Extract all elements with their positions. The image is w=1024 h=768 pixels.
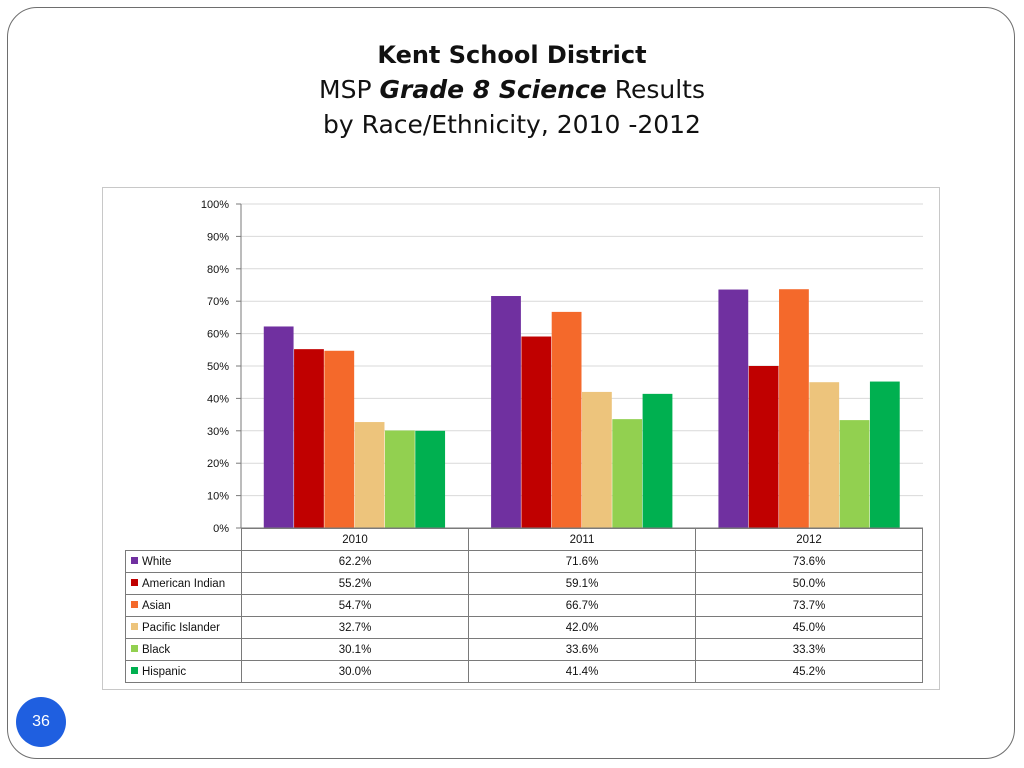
table-row: Pacific Islander 32.7% 42.0% 45.0% xyxy=(125,616,923,639)
table-row: White 62.2% 71.6% 73.6% xyxy=(125,550,923,573)
y-tick-label: 40% xyxy=(207,393,229,405)
bar-hispanic-2010 xyxy=(415,430,446,528)
bar-asian-2010 xyxy=(324,350,355,528)
bar-hispanic-2011 xyxy=(642,393,673,528)
data-label: 33.3% xyxy=(695,638,923,661)
data-label: 50.0% xyxy=(695,572,923,595)
legend-entry: White xyxy=(125,550,242,573)
bar-asian-2012 xyxy=(779,289,809,528)
table-header-row: 2010 2011 2012 xyxy=(125,528,923,551)
slide-title: Kent School District MSP Grade 8 Science… xyxy=(0,38,1024,142)
title-suffix: Results xyxy=(606,75,705,104)
data-label: 62.2% xyxy=(241,550,469,573)
title-emphasis: Grade 8 Science xyxy=(379,75,607,104)
bar-white-2012 xyxy=(718,289,749,528)
bar-american-indian-2012 xyxy=(748,366,779,528)
title-prefix: MSP xyxy=(319,75,380,104)
data-label: 73.7% xyxy=(695,594,923,617)
data-label: 59.1% xyxy=(468,572,696,595)
x-category-label: 2010 xyxy=(241,528,469,551)
page-number-badge: 36 xyxy=(16,697,66,747)
title-subject: MSP Grade 8 Science Results xyxy=(0,72,1024,107)
series-name: Pacific Islander xyxy=(142,621,220,634)
data-label: 54.7% xyxy=(241,594,469,617)
table-row: Asian 54.7% 66.7% 73.7% xyxy=(125,594,923,617)
title-range: by Race/Ethnicity, 2010 -2012 xyxy=(323,110,701,139)
series-name: Hispanic xyxy=(142,665,187,678)
y-tick-label: 70% xyxy=(207,296,229,308)
data-label: 55.2% xyxy=(241,572,469,595)
bar-black-2012 xyxy=(839,420,870,528)
y-tick-label: 60% xyxy=(207,329,229,341)
legend-swatch xyxy=(131,644,138,652)
table-row: Black 30.1% 33.6% 33.3% xyxy=(125,638,923,661)
data-label: 66.7% xyxy=(468,594,696,617)
table-row: Hispanic 30.0% 41.4% 45.2% xyxy=(125,660,923,683)
chart-data-table: 2010 2011 2012 White 62.2% 71.6% 73.6% American… xyxy=(125,528,923,683)
legend-entry: Hispanic xyxy=(125,660,242,683)
y-tick-label: 0% xyxy=(213,523,229,532)
data-label: 73.6% xyxy=(695,550,923,573)
legend-entry: Pacific Islander xyxy=(125,616,242,639)
data-label: 42.0% xyxy=(468,616,696,639)
data-label: 45.2% xyxy=(695,660,923,683)
bar-white-2010 xyxy=(263,326,294,528)
legend-swatch xyxy=(131,622,138,630)
x-category-label: 2011 xyxy=(468,528,696,551)
y-tick-label: 80% xyxy=(207,264,229,276)
data-label: 41.4% xyxy=(468,660,696,683)
series-name: Black xyxy=(142,643,171,656)
legend-entry: Asian xyxy=(125,594,242,617)
bar-american-indian-2011 xyxy=(521,336,552,528)
title-district: Kent School District xyxy=(377,41,647,69)
legend-entry: Black xyxy=(125,638,242,661)
legend-entry: American Indian xyxy=(125,572,242,595)
bar-pacific-islander-2012 xyxy=(809,382,840,528)
y-tick-label: 20% xyxy=(207,458,229,470)
series-name: Asian xyxy=(142,599,171,612)
data-label: 71.6% xyxy=(468,550,696,573)
y-tick-label: 10% xyxy=(207,491,229,503)
table-row: American Indian 55.2% 59.1% 50.0% xyxy=(125,572,923,595)
legend-swatch xyxy=(131,600,138,608)
bar-hispanic-2012 xyxy=(869,381,900,528)
y-tick-label: 100% xyxy=(201,199,229,211)
legend-swatch xyxy=(131,578,138,586)
bar-black-2010 xyxy=(384,430,415,528)
y-tick-label: 30% xyxy=(207,426,229,438)
series-name: American Indian xyxy=(142,577,226,590)
data-label: 30.1% xyxy=(241,638,469,661)
table-corner xyxy=(125,528,242,551)
bar-pacific-islander-2011 xyxy=(582,391,612,528)
bar-asian-2011 xyxy=(551,311,582,528)
data-label: 32.7% xyxy=(241,616,469,639)
data-label: 30.0% xyxy=(241,660,469,683)
y-tick-label: 90% xyxy=(207,231,229,243)
bar-white-2011 xyxy=(491,296,521,528)
data-label: 45.0% xyxy=(695,616,923,639)
bar-american-indian-2010 xyxy=(294,349,324,528)
legend-swatch xyxy=(131,556,138,564)
series-name: White xyxy=(142,555,172,568)
legend-swatch xyxy=(131,666,138,674)
data-label: 33.6% xyxy=(468,638,696,661)
bar-pacific-islander-2010 xyxy=(354,422,385,528)
y-tick-label: 50% xyxy=(207,361,229,373)
x-category-label: 2012 xyxy=(695,528,923,551)
bar-black-2011 xyxy=(612,419,643,528)
bar-chart: 0% 10% 20% 30% 40% 50% 60% 70% 80% 90% 100% xyxy=(201,199,923,532)
